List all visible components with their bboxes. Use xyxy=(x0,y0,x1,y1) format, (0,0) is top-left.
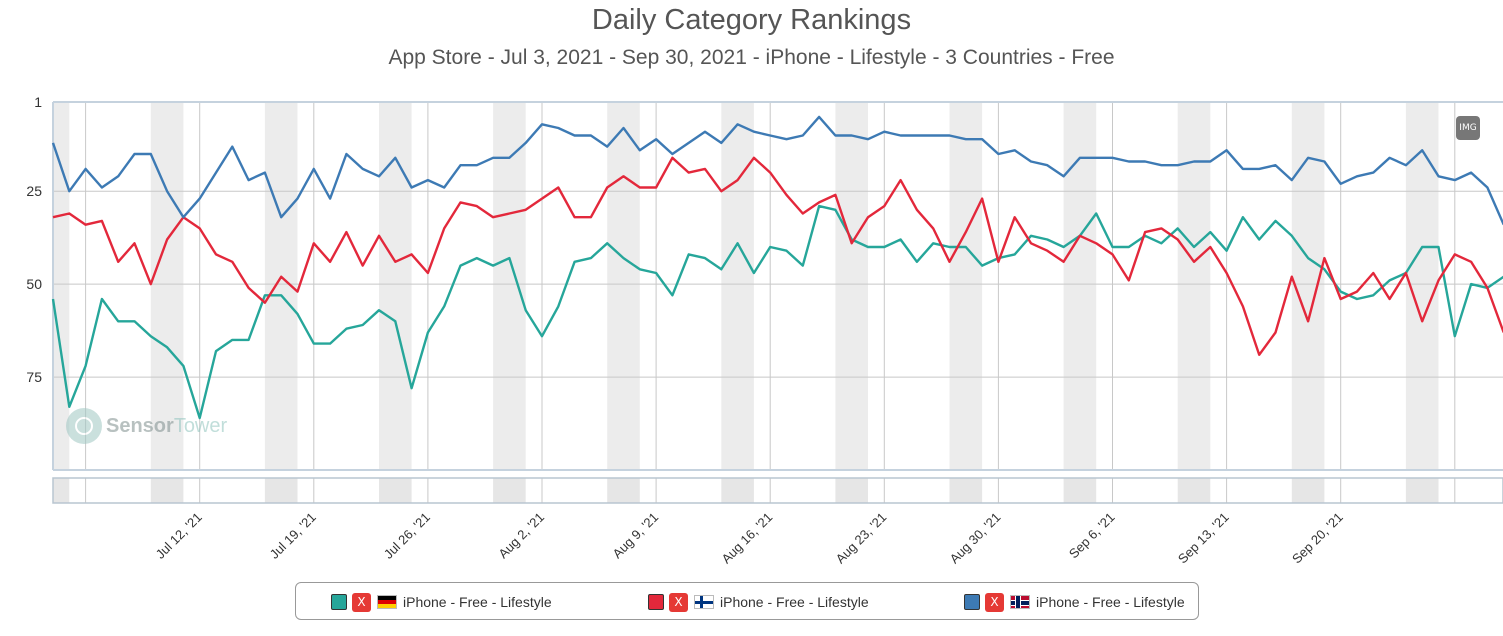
x-tick-label: Jul 26, '21 xyxy=(381,510,433,562)
legend: X iPhone - Free - Lifestyle X iPhone - F… xyxy=(295,582,1199,620)
weekend-band xyxy=(949,102,983,470)
x-tick-label: Aug 16, '21 xyxy=(718,510,775,567)
plot-frame xyxy=(52,101,1503,471)
navigator-weekend-band xyxy=(1177,478,1211,503)
export-image-button[interactable]: IMG xyxy=(1456,116,1480,140)
navigator-weekend-band xyxy=(1405,478,1439,503)
x-tick-label: Aug 9, '21 xyxy=(610,510,662,562)
x-axis-labels: Jul 12, '21 Jul 19, '21 Jul 26, '21 Aug 2, … xyxy=(153,510,1346,567)
legend-swatch-germany[interactable] xyxy=(331,594,347,610)
sensortower-logo-icon xyxy=(66,408,102,444)
weekend-band xyxy=(150,102,184,470)
weekend-band xyxy=(607,102,640,470)
x-tick-label: Aug 30, '21 xyxy=(947,510,1004,567)
legend-label-finland: iPhone - Free - Lifestyle xyxy=(720,594,869,610)
series-line-norway xyxy=(51,115,1503,226)
germany-flag-icon xyxy=(377,595,397,609)
chart-subtitle: App Store - Jul 3, 2021 - Sep 30, 2021 -… xyxy=(388,46,1115,69)
navigator-weekend-band xyxy=(607,478,640,503)
y-tick-label: 75 xyxy=(26,369,42,385)
navigator-weekend-band xyxy=(949,478,983,503)
navigator-weekend-band xyxy=(721,478,754,503)
x-tick-label: Jul 12, '21 xyxy=(153,510,205,562)
navigator-frame xyxy=(52,477,1503,504)
remove-series-icon[interactable]: X xyxy=(352,592,371,612)
sensortower-watermark: SensorTower xyxy=(66,408,227,444)
finland-flag-icon xyxy=(694,595,714,609)
legend-swatch-norway[interactable] xyxy=(964,594,980,610)
series-line-finland xyxy=(52,156,1503,356)
series-line-germany xyxy=(51,204,1503,420)
x-tick-label: Aug 23, '21 xyxy=(833,510,890,567)
navigator-weekend-band xyxy=(1063,478,1097,503)
remove-series-icon[interactable]: X xyxy=(669,592,688,612)
legend-label-norway: iPhone - Free - Lifestyle xyxy=(1036,594,1185,610)
legend-item-norway[interactable]: X iPhone - Free - Lifestyle xyxy=(964,583,1185,621)
norway-flag-icon xyxy=(1010,595,1030,609)
weekend-band xyxy=(379,102,412,470)
navigator-weekend-band xyxy=(835,478,868,503)
weekend-band xyxy=(1063,102,1097,470)
navigator-weekend-band xyxy=(150,478,184,503)
weekend-band xyxy=(721,102,754,470)
y-tick-label: 1 xyxy=(34,94,42,110)
legend-label-germany: iPhone - Free - Lifestyle xyxy=(403,594,552,610)
x-tick-label: Sep 20, '21 xyxy=(1289,510,1346,567)
legend-item-germany[interactable]: X iPhone - Free - Lifestyle xyxy=(331,583,552,621)
navigator-weekend-band xyxy=(264,478,298,503)
navigator[interactable] xyxy=(52,477,1503,504)
chart-plot: 1 25 50 75 Jul 12, '21 Jul 19, '21 Jul 26, '2… xyxy=(26,94,1503,567)
x-tick-label: Jul 19, '21 xyxy=(267,510,319,562)
navigator-weekend-band xyxy=(493,478,526,503)
navigator-weekend-band xyxy=(379,478,412,503)
chart-title: Daily Category Rankings xyxy=(591,4,912,36)
x-tick-label: Sep 6, '21 xyxy=(1066,510,1118,562)
x-tick-label: Aug 2, '21 xyxy=(495,510,547,562)
legend-swatch-finland[interactable] xyxy=(648,594,664,610)
weekend-band xyxy=(835,102,868,470)
navigator-weekend-band xyxy=(1291,478,1325,503)
weekend-band xyxy=(493,102,526,470)
y-tick-label: 50 xyxy=(26,276,42,292)
navigator-weekend-band xyxy=(53,478,70,503)
weekend-bands xyxy=(53,102,1439,503)
y-axis-labels: 1 25 50 75 xyxy=(26,94,42,385)
weekend-band xyxy=(1291,102,1325,470)
weekend-band xyxy=(1177,102,1211,470)
x-tick-label: Sep 13, '21 xyxy=(1175,510,1232,567)
series-lines xyxy=(51,115,1503,420)
remove-series-icon[interactable]: X xyxy=(985,592,1004,612)
legend-item-finland[interactable]: X iPhone - Free - Lifestyle xyxy=(648,583,869,621)
y-tick-label: 25 xyxy=(26,183,42,199)
sensortower-wordmark: SensorTower xyxy=(106,414,228,437)
